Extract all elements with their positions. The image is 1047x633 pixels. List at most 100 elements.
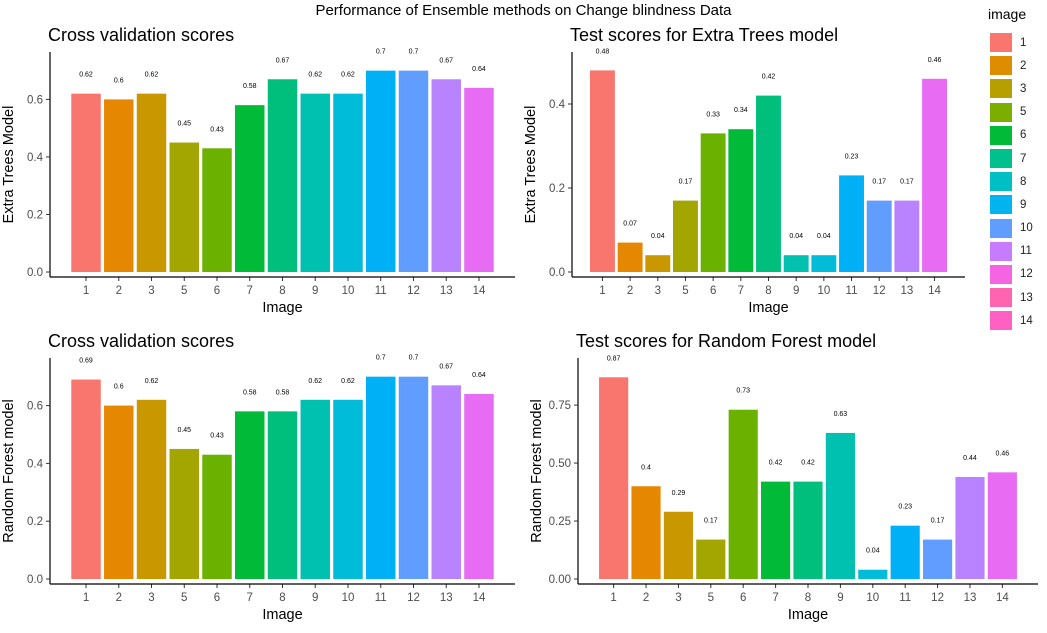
bar: [300, 93, 330, 273]
bar: [894, 200, 920, 272]
x-tick-label: 6: [710, 285, 716, 297]
chart-cv-extra-trees: Cross validation scores0.6210.620.6230.4…: [1, 25, 515, 316]
bar: [866, 200, 892, 272]
legend-label: 13: [1020, 291, 1033, 304]
x-tick-label: 5: [181, 592, 187, 604]
y-tick-label: 0.2: [549, 183, 565, 195]
data-label: 0.04: [651, 233, 665, 240]
legend-swatch: [990, 195, 1012, 215]
x-tick-label: 7: [772, 592, 778, 604]
legend-label: 6: [1020, 129, 1027, 142]
bar: [589, 70, 615, 273]
legend-swatch: [990, 218, 1012, 238]
x-tick-label: 10: [342, 285, 355, 297]
bar: [858, 569, 888, 579]
bar: [631, 486, 661, 579]
data-label: 0.04: [866, 548, 880, 555]
x-axis-label: Image: [262, 300, 302, 316]
data-label: 0.58: [276, 389, 290, 396]
x-tick-label: 5: [708, 592, 714, 604]
legend-swatch: [990, 125, 1012, 145]
y-tick-label: 0.2: [27, 516, 43, 528]
x-tick-label: 6: [214, 592, 220, 604]
bar: [793, 481, 823, 579]
legend-swatch: [990, 149, 1012, 169]
y-axis-label: Random Forest model: [1, 399, 17, 542]
chart-test-random-forest: Test scores for Random Forest model 0.87 1…: [529, 331, 1038, 623]
data-label: 0.46: [996, 450, 1010, 457]
x-tick-label: 3: [148, 285, 154, 297]
x-tick-label: 8: [765, 285, 771, 297]
bar: [267, 79, 298, 272]
data-label: 0.45: [177, 121, 191, 128]
legend-swatch: [990, 264, 1012, 284]
x-tick-label: 14: [996, 592, 1009, 604]
data-label: 0.17: [931, 518, 945, 525]
bar: [235, 411, 265, 579]
x-axis-label: Image: [788, 607, 828, 623]
x-tick-label: 2: [116, 285, 122, 297]
bar: [825, 432, 855, 579]
bar: [617, 242, 643, 272]
x-tick-label: 8: [279, 285, 285, 297]
x-tick-label: 14: [473, 592, 486, 604]
bar: [333, 399, 363, 579]
bar: [839, 175, 864, 272]
data-label: 0.4: [641, 464, 651, 471]
x-tick-label: 14: [473, 285, 486, 297]
bar: [71, 93, 101, 273]
x-tick-label: 10: [866, 592, 879, 604]
data-label: 0.04: [817, 233, 831, 240]
x-tick-label: 1: [610, 592, 616, 604]
data-label: 0.43: [210, 433, 224, 440]
y-tick-label: 0.6: [27, 401, 43, 413]
chart-test-extra-trees: Test scores for Extra Trees model0.4810.…: [523, 25, 965, 316]
legend-item: 7: [983, 147, 1043, 170]
bar: [890, 525, 920, 579]
data-label: 0.45: [177, 427, 191, 434]
data-label: 0.62: [79, 72, 93, 79]
data-label: 0.67: [439, 57, 453, 64]
legend-label: 9: [1020, 198, 1027, 211]
y-tick-label: 0.25: [549, 516, 571, 528]
x-tick-label: 10: [342, 592, 355, 604]
bar: [922, 78, 948, 272]
data-label: 0.7: [376, 49, 386, 56]
data-label: 0.07: [623, 221, 637, 228]
data-label: 0.04: [789, 233, 803, 240]
data-label: 0.62: [308, 72, 322, 79]
bar: [431, 385, 461, 579]
data-label: 0.64: [472, 66, 486, 73]
data-label: 0.17: [872, 179, 886, 186]
legend-swatch: [990, 33, 1012, 53]
legend-label: 3: [1020, 82, 1027, 95]
bar: [728, 129, 754, 272]
data-label: 0.6: [114, 384, 124, 391]
legend-item: 14: [983, 309, 1043, 332]
x-tick-label: 10: [817, 285, 830, 297]
legend: image 1 2 3 5 6 7 8 9 10 11 12 13 14: [983, 6, 1043, 332]
legend-label: 14: [1020, 314, 1033, 327]
data-label: 0.42: [801, 460, 815, 467]
data-label: 0.58: [243, 83, 257, 90]
data-label: 0.17: [704, 518, 718, 525]
bar: [955, 476, 985, 579]
bar: [431, 79, 461, 272]
x-tick-label: 3: [675, 592, 681, 604]
legend-swatch: [990, 311, 1012, 331]
legend-item: 6: [983, 124, 1043, 147]
bar: [700, 133, 726, 272]
x-tick-label: 12: [873, 285, 886, 297]
legend-label: 5: [1020, 106, 1027, 119]
data-label: 0.29: [672, 490, 686, 497]
x-tick-label: 8: [279, 592, 285, 604]
legend-title: image: [988, 6, 1027, 22]
data-label: 0.48: [596, 48, 610, 55]
data-label: 0.17: [679, 179, 693, 186]
legend-label: 7: [1020, 152, 1027, 165]
data-label: 0.87: [607, 355, 621, 362]
x-tick-label: 12: [407, 592, 420, 604]
chart-title: Cross validation scores: [48, 25, 234, 45]
data-label: 0.6: [114, 77, 124, 84]
bar: [645, 255, 671, 272]
